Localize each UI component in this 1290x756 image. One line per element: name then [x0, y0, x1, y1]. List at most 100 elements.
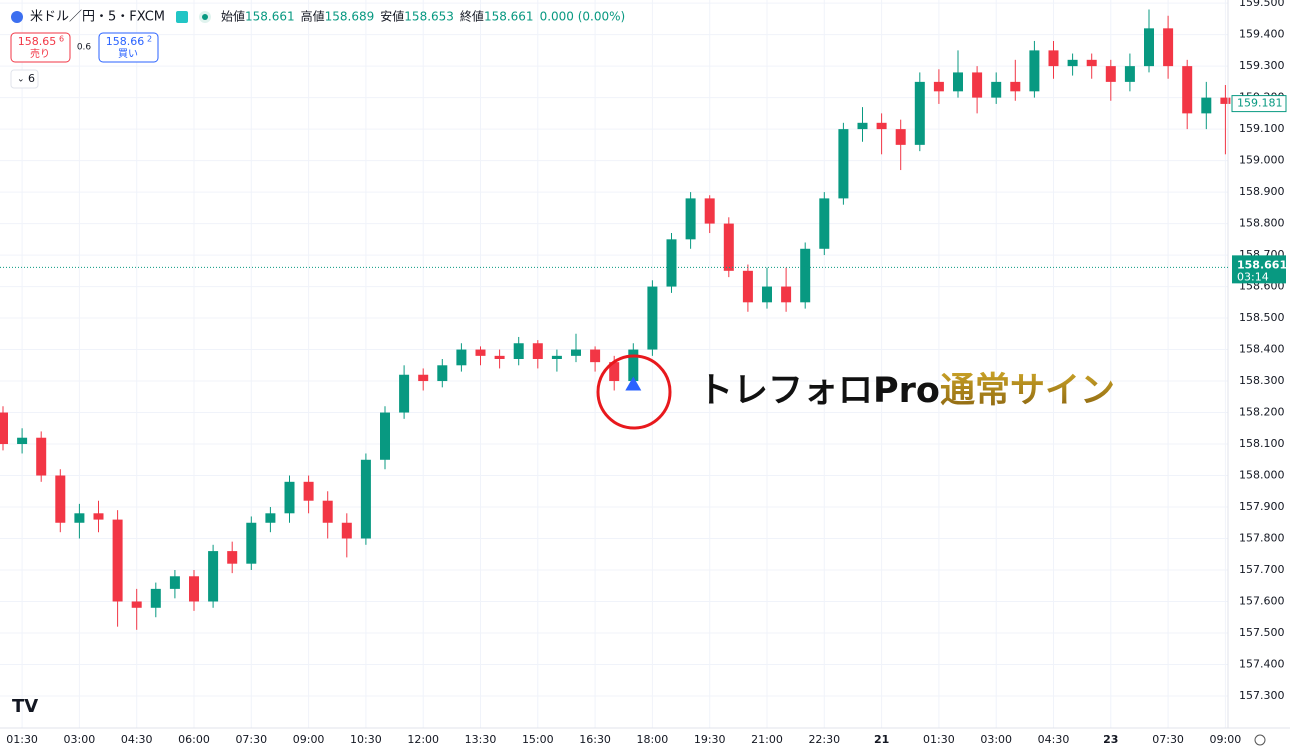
candle-body — [838, 129, 849, 199]
candle-body — [17, 437, 28, 445]
candle-body — [532, 343, 543, 359]
logo: 𝗧𝗩 — [12, 696, 38, 717]
sell-label: 売り — [30, 47, 50, 60]
sell-pip: 6 — [59, 35, 64, 44]
y-tick-label: 158.200 — [1239, 406, 1285, 419]
buy-pip: 2 — [147, 35, 152, 44]
status-dot — [202, 14, 208, 20]
ohlc-value: 158.689 — [325, 10, 375, 24]
candle-body — [418, 374, 429, 382]
candle-body — [953, 72, 963, 92]
x-tick-label: 06:00 — [178, 733, 210, 746]
candle-body — [551, 355, 562, 359]
settings-icon[interactable] — [1254, 734, 1266, 746]
candle-body — [1010, 81, 1021, 92]
x-tick-label: 16:30 — [579, 733, 611, 746]
x-tick-label: 15:00 — [522, 733, 554, 746]
candle-body — [36, 437, 47, 476]
sell-button[interactable] — [10, 32, 71, 63]
current-price-box — [1232, 255, 1286, 284]
x-tick-label: 22:30 — [808, 733, 840, 746]
y-tick-label: 157.500 — [1239, 626, 1285, 639]
candle-body — [781, 286, 792, 303]
candle-body — [0, 412, 8, 445]
candle-body — [571, 349, 581, 356]
y-tick-label: 158.100 — [1239, 437, 1285, 450]
candle-body — [1201, 97, 1212, 114]
candle-body — [1124, 66, 1135, 82]
candle-body — [742, 270, 753, 303]
candle-body — [609, 362, 620, 382]
y-tick-label: 159.000 — [1239, 154, 1285, 167]
y-tick-label: 159.100 — [1239, 122, 1285, 135]
candle-body — [704, 198, 715, 224]
x-tick-label: 09:00 — [1210, 733, 1242, 746]
last-price-label: 159.181 — [1237, 97, 1283, 110]
candle-body — [341, 522, 352, 539]
y-tick-label: 157.900 — [1239, 500, 1285, 513]
candle-body — [800, 248, 811, 303]
candle-body — [1086, 59, 1097, 67]
candle-body — [1029, 50, 1040, 92]
candle-body — [685, 198, 696, 240]
candle-body — [55, 475, 66, 523]
candle-body — [246, 522, 257, 564]
ohlc-label: 始値 — [221, 9, 245, 24]
candle-body — [475, 349, 486, 356]
candle-body — [914, 81, 925, 145]
x-tick-label: 03:00 — [980, 733, 1012, 746]
countdown: 03:14 — [1237, 270, 1269, 283]
y-tick-label: 158.300 — [1239, 374, 1285, 387]
x-tick-label: 21:00 — [751, 733, 783, 746]
candle-body — [876, 122, 887, 130]
ohlc-value: 158.661 — [484, 10, 534, 24]
x-tick-label: 04:30 — [1038, 733, 1070, 746]
y-tick-label: 157.400 — [1239, 657, 1285, 670]
y-tick-label: 157.700 — [1239, 563, 1285, 576]
ohlc-label: 高値 — [301, 9, 325, 24]
candle-body — [494, 355, 505, 359]
candle-body — [150, 588, 161, 608]
candle-body — [647, 286, 658, 350]
candle-body — [93, 513, 104, 520]
candle-body — [1105, 66, 1116, 82]
candle-body — [857, 122, 868, 130]
x-tick-label: 12:00 — [407, 733, 439, 746]
candle-body — [762, 286, 772, 303]
buy-button[interactable] — [98, 32, 159, 63]
annotation-main: トレフォロPro — [698, 371, 940, 411]
x-tick-label: 03:00 — [64, 733, 96, 746]
candle-body — [131, 601, 142, 608]
candle-body — [1048, 50, 1059, 67]
y-tick-label: 158.800 — [1239, 217, 1285, 230]
candle-body — [666, 239, 677, 287]
change: 0.000 (0.00%) — [540, 10, 626, 24]
candle-body — [322, 500, 333, 523]
candle-body — [284, 481, 295, 514]
candle-body — [265, 513, 276, 523]
candle-body — [303, 481, 314, 501]
candle-body — [456, 349, 467, 366]
candle-body — [590, 349, 601, 363]
x-tick-label: 09:00 — [293, 733, 325, 746]
candle-body — [1182, 66, 1193, 114]
y-tick-label: 158.400 — [1239, 343, 1285, 356]
x-tick-label: 01:30 — [6, 733, 38, 746]
current-price-label: 158.661 — [1237, 258, 1287, 271]
candle-body — [723, 223, 734, 271]
exchange-icon — [176, 11, 188, 23]
x-tick-label: 23 — [1103, 733, 1118, 746]
candle-body — [189, 576, 199, 602]
candle-body — [628, 349, 639, 382]
y-tick-label: 159.400 — [1239, 28, 1285, 41]
candle-body — [991, 81, 1002, 98]
indicator-toggle[interactable] — [10, 69, 39, 89]
y-tick-label: 159.300 — [1239, 59, 1285, 72]
sell-price: 158.65 — [18, 35, 57, 48]
candle-body — [972, 72, 983, 98]
candle-body — [819, 198, 830, 249]
candle-body — [1163, 28, 1174, 67]
candle-body — [1220, 97, 1231, 104]
x-tick-label: 04:30 — [121, 733, 153, 746]
